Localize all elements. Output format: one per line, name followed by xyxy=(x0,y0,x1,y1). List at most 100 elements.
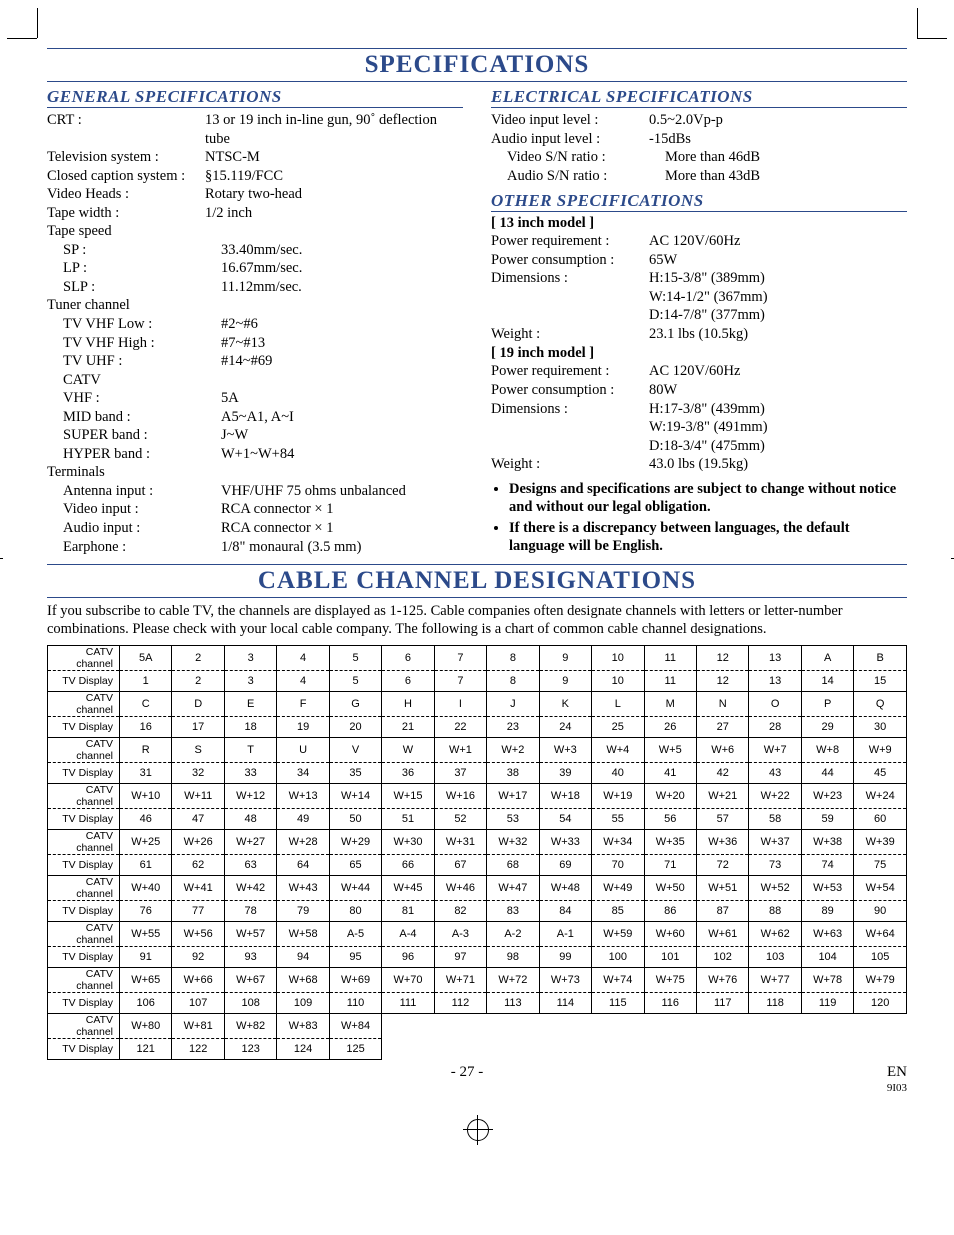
ccd-row-label: CATV channel xyxy=(48,830,120,855)
spec-row: Tape speed xyxy=(47,222,463,241)
ccd-cell: 27 xyxy=(696,717,748,738)
ccd-cell: W+8 xyxy=(801,738,853,763)
ccd-cell: W+34 xyxy=(592,830,644,855)
ccd-cell: 120 xyxy=(854,993,907,1014)
ccd-cell: 114 xyxy=(539,993,591,1014)
ccd-cell: 122 xyxy=(172,1039,224,1060)
spec-row: D:14-7/8" (377mm) xyxy=(491,306,907,325)
ccd-cell: 24 xyxy=(539,717,591,738)
model-19-list: Power requirement :AC 120V/60HzPower con… xyxy=(491,362,907,473)
spec-row: Television system :NTSC-M xyxy=(47,148,463,167)
ccd-cell: W+66 xyxy=(172,968,224,993)
ccd-cell: W+5 xyxy=(644,738,696,763)
ccd-cell: 86 xyxy=(644,901,696,922)
ccd-cell: 37 xyxy=(434,763,486,784)
ccd-cell: 50 xyxy=(329,809,381,830)
ccd-row-label: CATV channel xyxy=(48,1014,120,1039)
spec-value: 65W xyxy=(649,251,907,270)
right-spec-col: ELECTRICAL SPECIFICATIONS Video input le… xyxy=(491,84,907,558)
ccd-cell: 112 xyxy=(434,993,486,1014)
ccd-cell xyxy=(487,1014,539,1039)
spec-label: Tuner channel xyxy=(47,296,205,315)
ccd-cell: 12 xyxy=(696,646,748,671)
spec-row: W:19-3/8" (491mm) xyxy=(491,418,907,437)
ccd-cell: 90 xyxy=(854,901,907,922)
ccd-cell: 96 xyxy=(382,947,434,968)
ccd-cell: 82 xyxy=(434,901,486,922)
spec-value: 23.1 lbs (10.5kg) xyxy=(649,325,907,344)
ccd-cell: 102 xyxy=(696,947,748,968)
crop-mark xyxy=(917,8,947,38)
ccd-cell: 67 xyxy=(434,855,486,876)
spec-value: H:17-3/8" (439mm) xyxy=(649,400,907,419)
ccd-cell: W+67 xyxy=(224,968,276,993)
spec-label: Antenna input : xyxy=(47,482,221,501)
ccd-cell: 59 xyxy=(801,809,853,830)
ccd-cell: 78 xyxy=(224,901,276,922)
spec-label xyxy=(491,418,649,437)
spec-row: W:14-1/2" (367mm) xyxy=(491,288,907,307)
spec-row: Tuner channel xyxy=(47,296,463,315)
spec-row: Power requirement :AC 120V/60Hz xyxy=(491,362,907,381)
ccd-cell: 46 xyxy=(120,809,172,830)
ccd-cell: W+31 xyxy=(434,830,486,855)
ccd-cell: 95 xyxy=(329,947,381,968)
ccd-row-label: TV Display xyxy=(48,809,120,830)
ccd-cell: 43 xyxy=(749,763,801,784)
ccd-row-label: TV Display xyxy=(48,993,120,1014)
ccd-cell: 108 xyxy=(224,993,276,1014)
ccd-cell: W+22 xyxy=(749,784,801,809)
ccd-cell: 32 xyxy=(172,763,224,784)
ccd-cell: W+74 xyxy=(592,968,644,993)
ccd-cell: 121 xyxy=(120,1039,172,1060)
spec-value: A5~A1, A~I xyxy=(221,408,463,427)
spec-value xyxy=(205,463,463,482)
spec-label: Dimensions : xyxy=(491,269,649,288)
ccd-cell: 5 xyxy=(329,646,381,671)
ccd-cell xyxy=(696,1014,748,1039)
model-19-heading: [ 19 inch model ] xyxy=(491,345,907,362)
ccd-cell: R xyxy=(120,738,172,763)
spec-label xyxy=(491,306,649,325)
ccd-cell: 44 xyxy=(801,763,853,784)
ccd-cell: 14 xyxy=(801,671,853,692)
ccd-cell: 10 xyxy=(592,671,644,692)
ccd-cell: W+63 xyxy=(801,922,853,947)
ccd-cell xyxy=(434,1039,486,1060)
spec-label: CRT : xyxy=(47,111,205,148)
ccd-cell: 107 xyxy=(172,993,224,1014)
spec-row: LP :16.67mm/sec. xyxy=(47,259,463,278)
spec-label: SLP : xyxy=(47,278,221,297)
ccd-cell: A-4 xyxy=(382,922,434,947)
ccd-cell: U xyxy=(277,738,329,763)
spec-row: TV VHF High :#7~#13 xyxy=(47,334,463,353)
electrical-spec-list: Video input level :0.5~2.0Vp-pAudio inpu… xyxy=(491,111,907,185)
ccd-row-label: CATV channel xyxy=(48,692,120,717)
ccd-cell: 3 xyxy=(224,671,276,692)
ccd-cell: 54 xyxy=(539,809,591,830)
ccd-cell: 8 xyxy=(487,646,539,671)
ccd-row-tv: TV Display767778798081828384858687888990 xyxy=(48,901,907,922)
ccd-cell: W+70 xyxy=(382,968,434,993)
ccd-cell xyxy=(696,1039,748,1060)
spec-label: Earphone : xyxy=(47,538,221,557)
spec-value: 1/8" monaural (3.5 mm) xyxy=(221,538,463,557)
ccd-cell: 2 xyxy=(172,646,224,671)
ccd-cell: 39 xyxy=(539,763,591,784)
ccd-row-label: TV Display xyxy=(48,1039,120,1060)
ccd-cell xyxy=(801,1014,853,1039)
ccd-cell: W+1 xyxy=(434,738,486,763)
ccd-cell: W+23 xyxy=(801,784,853,809)
spec-row: Audio input :RCA connector × 1 xyxy=(47,519,463,538)
spec-value: 0.5~2.0Vp-p xyxy=(649,111,907,130)
ccd-cell: W xyxy=(382,738,434,763)
ccd-cell: 89 xyxy=(801,901,853,922)
ccd-cell: 68 xyxy=(487,855,539,876)
ccd-cell: K xyxy=(539,692,591,717)
spec-value: More than 43dB xyxy=(665,167,907,186)
ccd-cell xyxy=(854,1039,907,1060)
ccd-cell: 5A xyxy=(120,646,172,671)
ccd-cell: 1 xyxy=(120,671,172,692)
ccd-cell: 111 xyxy=(382,993,434,1014)
spec-value: §15.119/FCC xyxy=(205,167,463,186)
